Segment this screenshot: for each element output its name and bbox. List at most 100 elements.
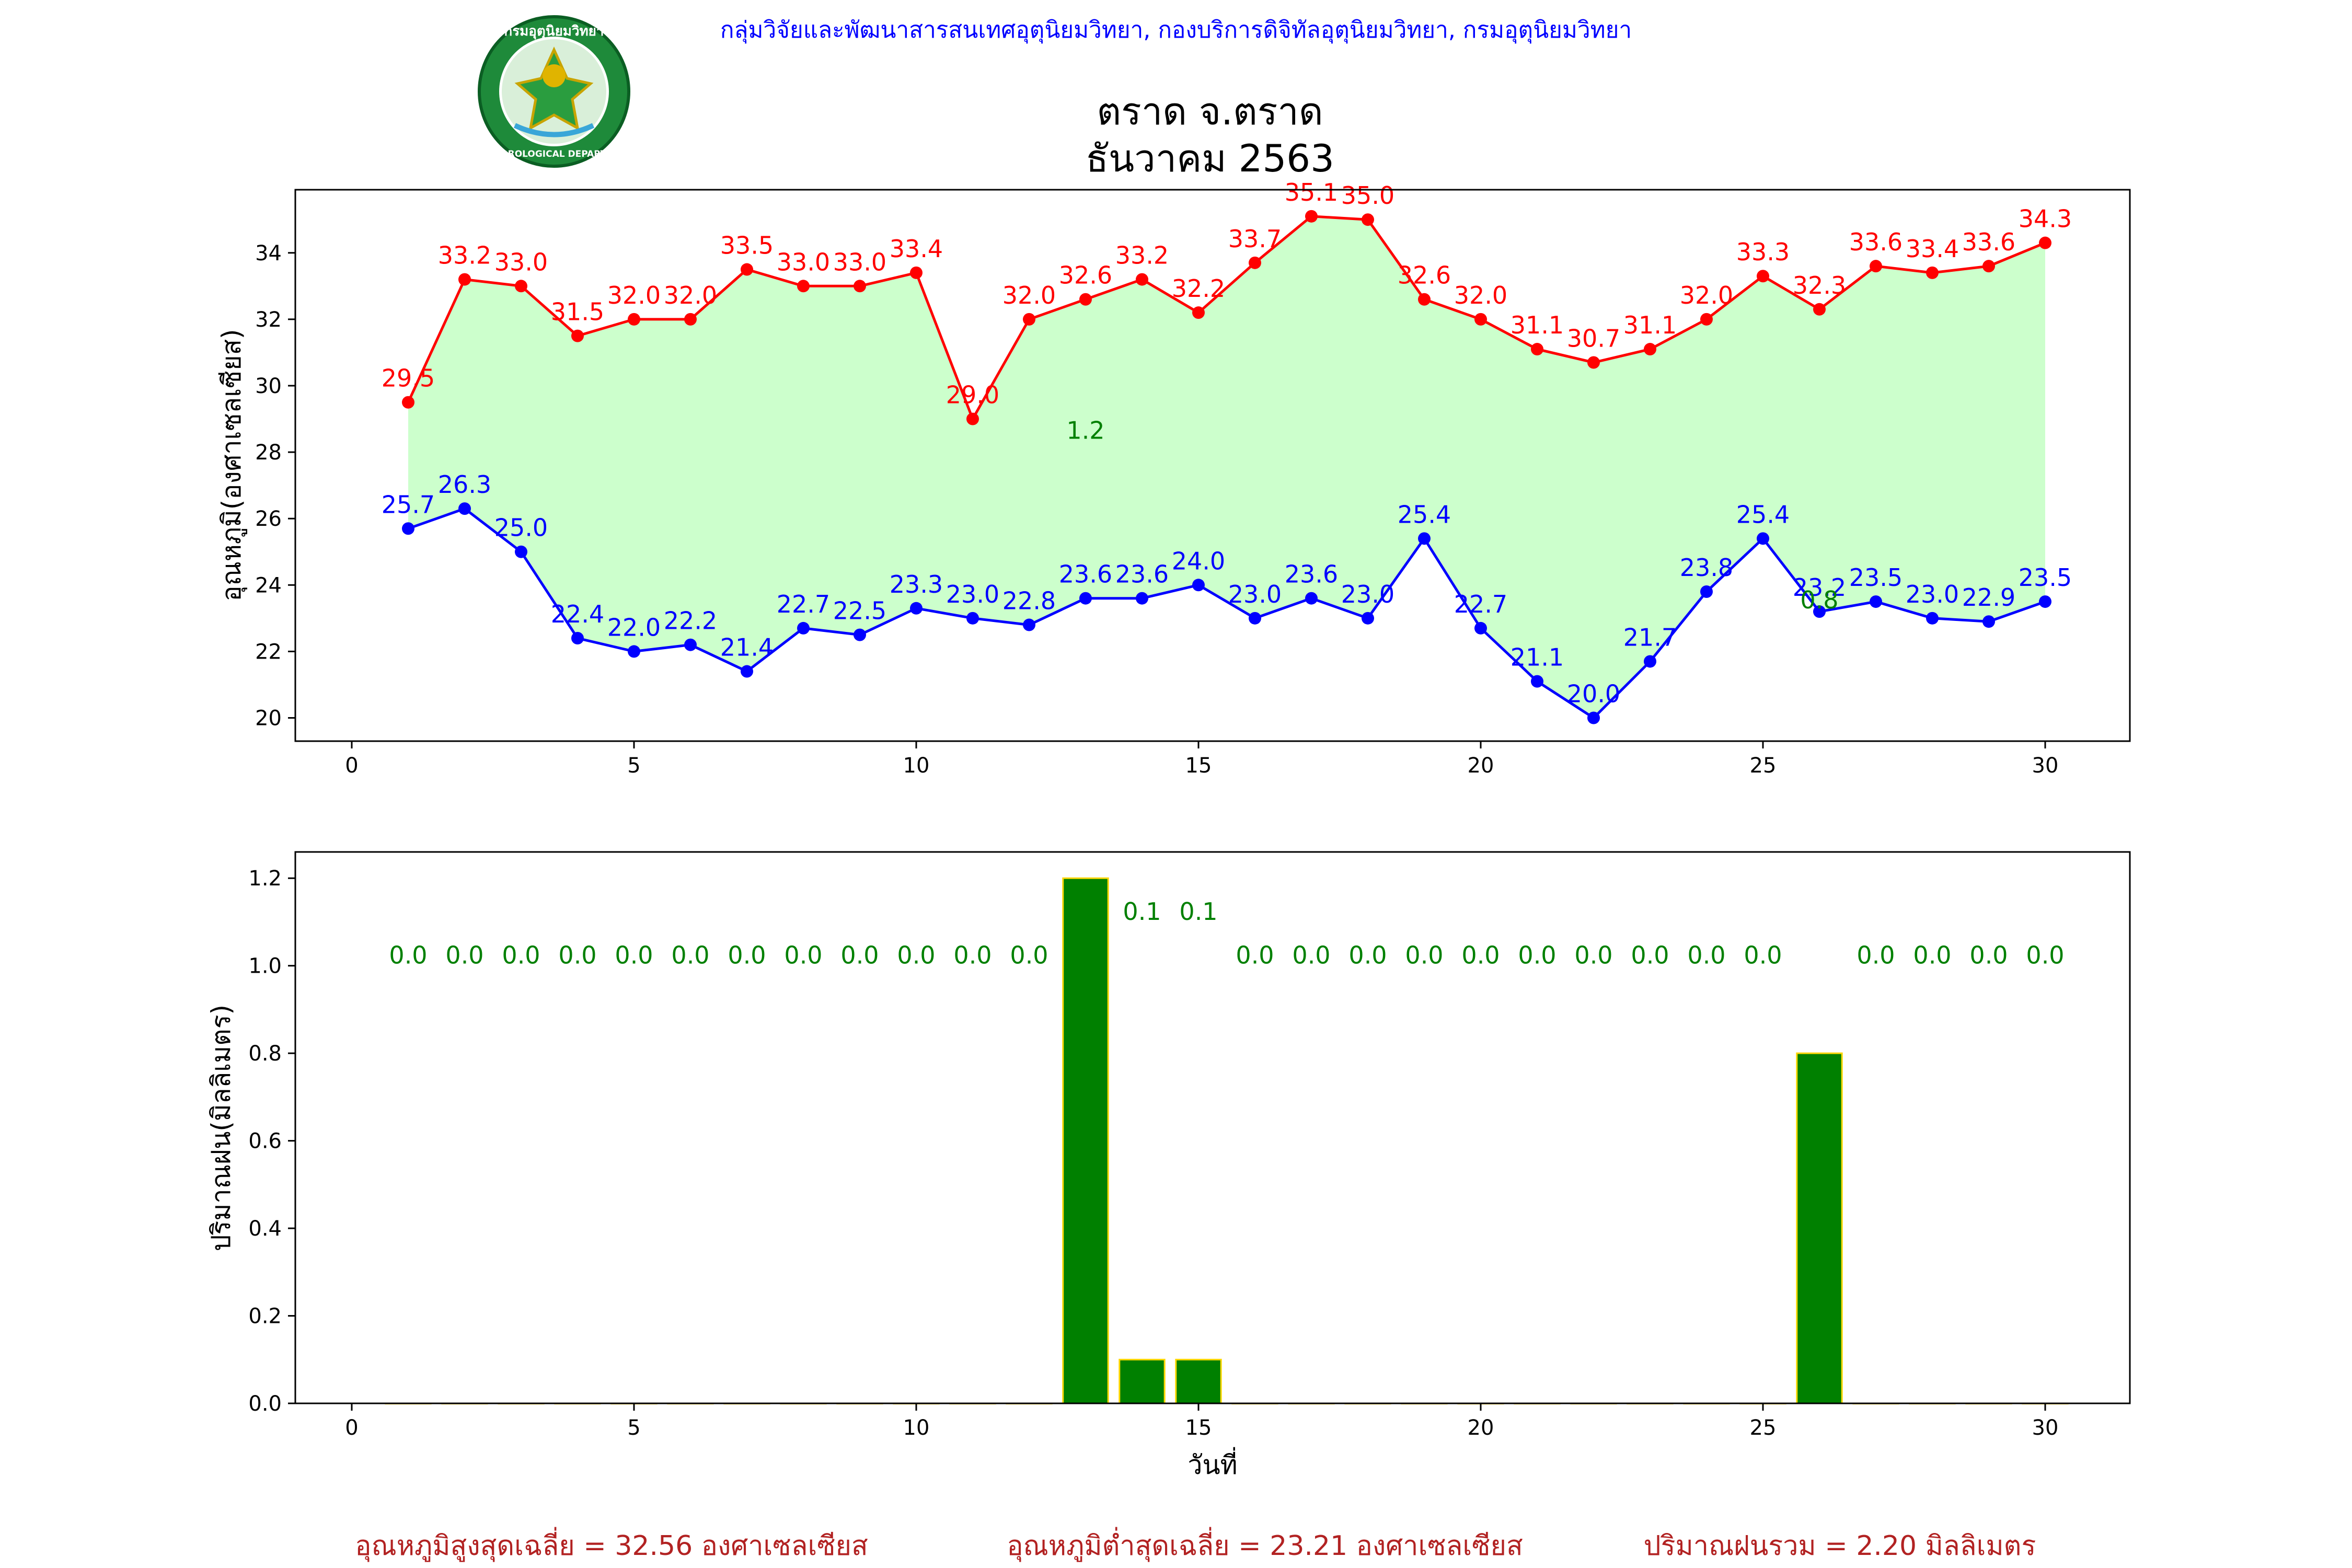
temperature-y-tick-label: 26 (255, 507, 282, 531)
max-temp-point (1474, 313, 1487, 326)
max-temp-data-label: 32.2 (1172, 274, 1225, 303)
max-temp-point (1870, 260, 1882, 273)
rain-data-label: 0.0 (1969, 941, 2008, 970)
min-temp-point (1531, 675, 1543, 688)
max-temp-data-label: 33.0 (777, 248, 830, 276)
min-temp-point (1700, 585, 1713, 598)
min-temp-point (628, 645, 640, 658)
rain-data-label: 0.0 (445, 941, 483, 970)
rain-data-label: 0.0 (1236, 941, 1274, 970)
rainfall-x-tick-label: 10 (903, 1416, 930, 1440)
max-temp-data-label: 33.3 (1736, 238, 1790, 266)
min-temp-data-label: 23.0 (1341, 580, 1394, 608)
min-temp-data-label: 23.6 (1115, 560, 1169, 589)
max-temp-data-label: 33.7 (1228, 225, 1282, 253)
min-temp-data-label: 23.6 (1285, 560, 1338, 589)
max-temp-point (1700, 313, 1713, 326)
min-temp-data-label: 23.8 (1680, 554, 1733, 582)
max-temp-point (1136, 273, 1148, 286)
rain-data-label: 0.0 (1461, 941, 1500, 970)
max-temp-data-label: 33.4 (890, 235, 943, 263)
max-temp-point (1813, 303, 1826, 316)
temperature-y-tick-label: 24 (255, 573, 282, 597)
temperature-plot-frame (294, 189, 2131, 742)
max-temp-point (1192, 306, 1205, 319)
min-temp-point (1023, 618, 1035, 631)
max-temp-data-label: 29.5 (382, 364, 435, 393)
rain-data-label: 0.0 (615, 941, 653, 970)
rain-data-label: 0.0 (1687, 941, 1725, 970)
max-temp-line (407, 215, 2046, 422)
max-temp-point (684, 313, 697, 326)
max-temp-data-label: 32.6 (1398, 261, 1451, 290)
avg-max-summary: อุณหภูมิสูงสุดเฉลี่ย = 32.56 องศาเซลเซีย… (355, 1527, 868, 1562)
min-temp-point (458, 502, 471, 515)
min-temp-point (797, 621, 810, 635)
rain-bar (1119, 1358, 1166, 1404)
min-temp-point (1587, 711, 1600, 724)
chart-title-line1: ตราด จ.ตราด (1097, 89, 1323, 133)
rain-annotation: 1.2 (1066, 417, 1104, 445)
rain-data-label: 0.0 (728, 941, 766, 970)
min-temp-point (741, 665, 753, 678)
min-temp-point (1757, 532, 1769, 545)
max-temp-data-label: 34.3 (2019, 205, 2072, 233)
rainfall-plot-frame (294, 851, 2131, 1404)
max-temp-data-label: 32.3 (1793, 271, 1846, 299)
rain-data-label: 0.0 (1631, 941, 1669, 970)
rain-data-label: 0.0 (2026, 941, 2064, 970)
rain-data-label: 0.1 (1123, 897, 1161, 926)
rain-data-label: 0.0 (1518, 941, 1556, 970)
min-temp-data-label: 22.5 (833, 597, 886, 625)
max-temp-data-label: 32.0 (1002, 281, 1056, 309)
rainfall-y-tick-label: 1.2 (248, 867, 282, 891)
max-temp-point (1023, 313, 1035, 326)
rain-data-label: 0.0 (1010, 941, 1048, 970)
min-temp-data-label: 22.7 (777, 590, 830, 618)
max-temp-point (1079, 293, 1092, 306)
rain-data-label: 0.0 (897, 941, 935, 970)
min-temp-data-label: 24.0 (1172, 547, 1225, 575)
max-temp-data-label: 33.6 (1962, 228, 2015, 256)
temperature-y-axis-label: อุณหภูมิ(องศาเซลเซียส) (216, 329, 247, 601)
min-temp-point (1249, 612, 1261, 625)
min-temp-data-label: 23.6 (1059, 560, 1112, 589)
logo: กรมอุตุนิยมวิทยา METEOROLOGICAL DEPARTME… (473, 15, 635, 168)
min-temp-point (910, 602, 923, 615)
max-temp-data-label: 33.2 (1115, 241, 1169, 270)
temperature-x-tick-label: 15 (1185, 754, 1212, 778)
rain-data-label: 0.0 (1292, 941, 1330, 970)
rainfall-y-axis-label: ปริมาณฝน(มิลลิเมตร) (206, 1005, 236, 1251)
rain-data-label: 0.1 (1179, 897, 1217, 926)
temperature-y-tick-label: 34 (255, 241, 282, 266)
temperature-y-tick-label: 22 (255, 640, 282, 664)
rain-data-label: 0.0 (953, 941, 991, 970)
min-temp-point (1136, 592, 1148, 605)
temperature-x-tick-label: 0 (345, 754, 358, 778)
min-temp-point (2039, 595, 2051, 608)
rainfall-y-tick-label: 0.8 (248, 1042, 282, 1066)
max-temp-data-label: 33.5 (720, 232, 774, 260)
temperature-x-tick-label: 10 (903, 754, 930, 778)
min-temp-point (1362, 612, 1374, 625)
max-temp-point (1926, 266, 1939, 279)
rainfall-x-tick-label: 15 (1185, 1416, 1212, 1440)
rainfall-y-tick-label: 0.4 (248, 1217, 282, 1241)
min-temp-data-label: 20.0 (1567, 680, 1620, 708)
max-temp-point (1362, 213, 1374, 226)
max-temp-point (854, 280, 866, 293)
logo-text-top: กรมอุตุนิยมวิทยา (504, 24, 604, 40)
min-temp-line (408, 507, 2046, 720)
temperature-x-tick-label: 25 (1750, 754, 1777, 778)
min-temp-point (1870, 595, 1882, 608)
rain-data-label: 0.0 (1744, 941, 1782, 970)
max-temp-data-label: 33.0 (494, 248, 548, 276)
max-temp-point (1644, 343, 1656, 356)
max-temp-data-label: 32.6 (1059, 261, 1112, 290)
max-temp-point (2039, 236, 2051, 249)
rainfall-y-tick-label: 0.0 (248, 1392, 282, 1416)
max-temp-data-label: 33.2 (438, 241, 491, 270)
min-temp-point (1305, 592, 1318, 605)
max-temp-point (1305, 210, 1318, 223)
